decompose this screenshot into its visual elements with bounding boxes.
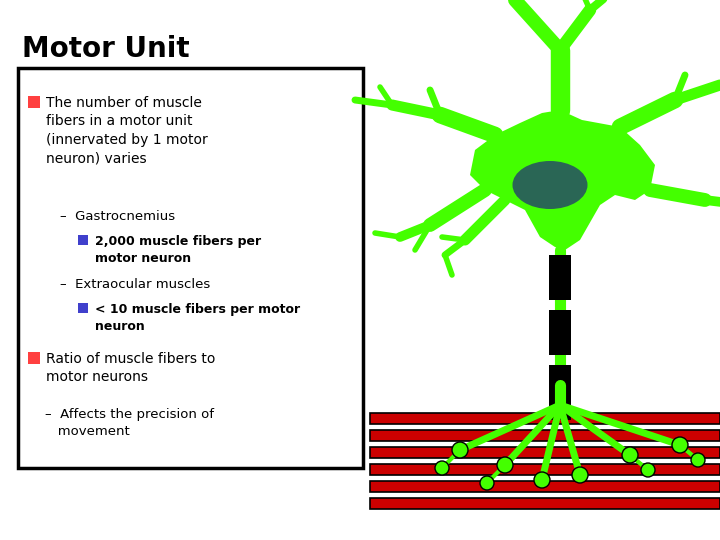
Text: Ratio of muscle fibers to
motor neurons: Ratio of muscle fibers to motor neurons <box>46 352 215 384</box>
Text: –  Extraocular muscles: – Extraocular muscles <box>60 278 210 291</box>
Circle shape <box>691 453 705 467</box>
Bar <box>549 365 571 385</box>
Bar <box>28 96 40 108</box>
Bar <box>18 68 363 468</box>
Circle shape <box>622 447 638 463</box>
Text: 2,000 muscle fibers per
motor neuron: 2,000 muscle fibers per motor neuron <box>95 235 261 265</box>
Circle shape <box>435 461 449 475</box>
Bar <box>370 430 720 441</box>
Circle shape <box>497 457 513 473</box>
Bar <box>78 235 88 245</box>
Text: The number of muscle
fibers in a motor unit
(innervated by 1 motor
neuron) varie: The number of muscle fibers in a motor u… <box>46 96 208 165</box>
Bar <box>370 413 720 424</box>
Bar <box>78 303 88 313</box>
Bar <box>370 481 720 492</box>
Text: –  Gastrocnemius: – Gastrocnemius <box>60 210 175 223</box>
Ellipse shape <box>513 161 588 209</box>
Circle shape <box>452 442 468 458</box>
Text: Motor Unit: Motor Unit <box>22 35 189 63</box>
Bar <box>370 447 720 458</box>
Circle shape <box>672 437 688 453</box>
Circle shape <box>572 467 588 483</box>
Bar <box>549 255 571 300</box>
Bar <box>28 352 40 364</box>
Text: –  Affects the precision of
   movement: – Affects the precision of movement <box>45 408 214 438</box>
Circle shape <box>534 472 550 488</box>
Bar <box>549 385 571 420</box>
Circle shape <box>641 463 655 477</box>
Bar <box>549 310 571 355</box>
Text: < 10 muscle fibers per motor
neuron: < 10 muscle fibers per motor neuron <box>95 303 300 333</box>
Bar <box>370 464 720 475</box>
Polygon shape <box>470 110 655 250</box>
Circle shape <box>480 476 494 490</box>
Bar <box>370 498 720 509</box>
